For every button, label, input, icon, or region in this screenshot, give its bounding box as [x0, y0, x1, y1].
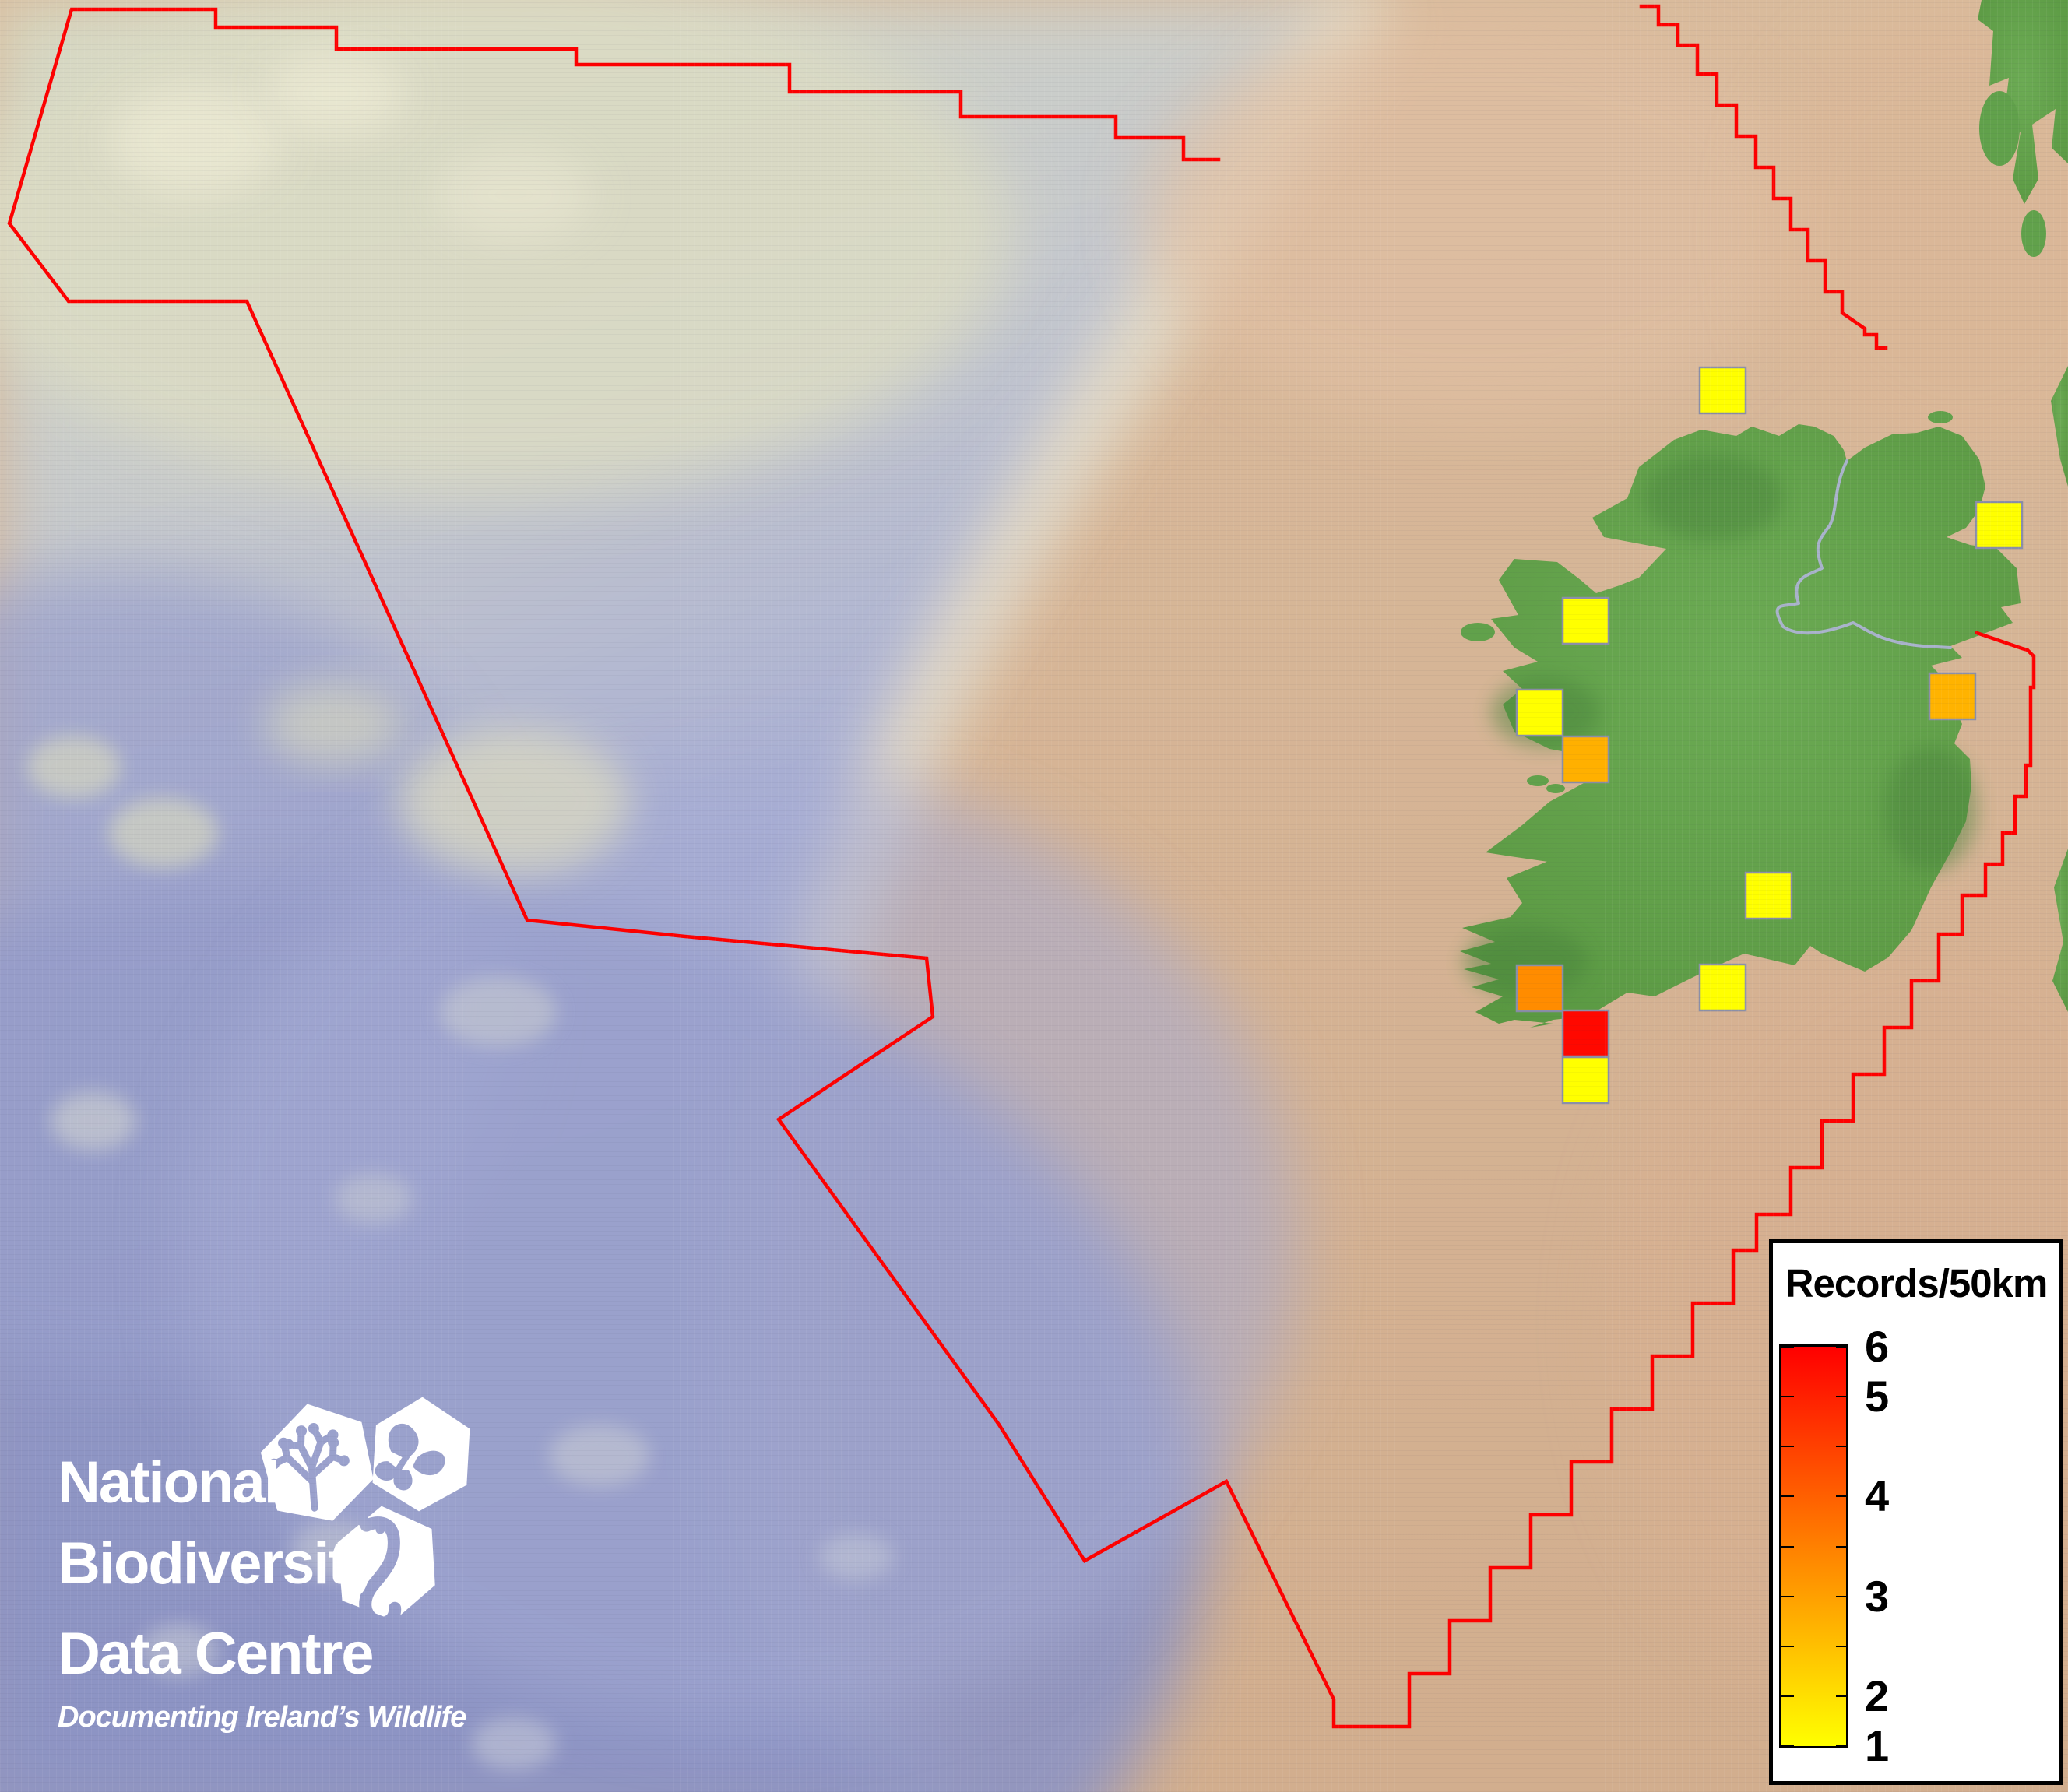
- logo-tagline: Documenting Ireland’s Wildlife: [58, 1701, 466, 1734]
- legend-tick-label: 3: [1865, 1571, 1890, 1621]
- legend-tick: [1836, 1595, 1848, 1597]
- shelf-high: [1145, 16, 1814, 420]
- kintyre-tip: [2021, 210, 2046, 257]
- achill-island: [1461, 623, 1495, 641]
- aran-island: [1546, 784, 1565, 793]
- legend-tick-label: 2: [1865, 1671, 1890, 1720]
- grid-cell-waterford-coast: [1744, 871, 1793, 920]
- legend-tick-label: 6: [1865, 1322, 1890, 1371]
- rathlin-island: [1928, 411, 1953, 423]
- wales-coast: [2052, 849, 2068, 1012]
- grid-cell-county-down: [1975, 501, 2024, 550]
- legend-tick: [1836, 1695, 1848, 1697]
- legend-title: Records/50km: [1785, 1261, 2049, 1305]
- legend-tick: [1836, 1495, 1848, 1498]
- grid-cell-kerry-dingle: [1515, 964, 1564, 1013]
- seamount: [265, 681, 405, 767]
- seamount: [819, 1534, 894, 1580]
- designated-area-boundary-west: [7, 7, 2036, 1729]
- seahorse-hexagon-icon: [337, 1506, 435, 1621]
- grid-cell-kenmare-bay: [1561, 1009, 1610, 1058]
- seamount: [471, 1717, 557, 1770]
- legend-tick: [1836, 1396, 1848, 1398]
- uplands: [1884, 747, 1978, 872]
- legend-tick: [1836, 1645, 1848, 1647]
- legend-tick: [1781, 1495, 1794, 1498]
- seamount: [549, 1425, 650, 1487]
- seamount: [440, 977, 557, 1047]
- seamount: [27, 736, 121, 798]
- designated-area-boundary: [7, 4, 2036, 1729]
- legend-tick: [1781, 1346, 1794, 1348]
- grid-cell-connemara: [1515, 688, 1564, 737]
- uplands: [1643, 455, 1783, 541]
- grid-cell-north-donegal: [1698, 366, 1747, 415]
- records-grid-layer: [1515, 366, 2024, 1105]
- legend-tick: [1836, 1545, 1848, 1548]
- seamount: [335, 1174, 413, 1224]
- scotland-landmass: [1978, 0, 2068, 204]
- grid-cell-cork-south: [1698, 963, 1747, 1012]
- legend-tick-label: 1: [1865, 1721, 1890, 1770]
- logo-line-data-centre: Data Centre: [58, 1621, 375, 1687]
- seamount: [140, 1624, 218, 1677]
- designated-area-boundary-northeast: [1639, 4, 1888, 350]
- grid-cell-galway-bay: [1561, 735, 1610, 784]
- ireland-landmass: [1460, 424, 2021, 1028]
- ni-border: [1775, 459, 1952, 649]
- legend-tick: [1781, 1745, 1794, 1747]
- legend-tick: [1781, 1595, 1794, 1597]
- logo-line-national: National: [58, 1449, 280, 1516]
- grid-cell-mayo-clew-bay: [1561, 596, 1610, 645]
- seamount: [109, 798, 218, 868]
- legend-tick: [1836, 1745, 1848, 1747]
- legend-tick: [1836, 1346, 1848, 1348]
- islay-island: [1979, 91, 2020, 166]
- legend-tick: [1836, 1446, 1848, 1448]
- seamount: [397, 728, 631, 876]
- aran-island: [1527, 775, 1549, 786]
- grid-cell-mizen-offshore: [1561, 1056, 1610, 1105]
- logo-line-biodiversity: Biodiversity: [58, 1530, 379, 1597]
- seabed-high: [265, 51, 405, 136]
- plant-hexagon-icon: [260, 1404, 374, 1521]
- butterfly-hexagon-icon: [372, 1397, 470, 1512]
- legend-tick: [1781, 1396, 1794, 1398]
- seabed-high: [109, 86, 280, 195]
- legend-tick-label: 5: [1865, 1372, 1890, 1421]
- galloway-coast: [2051, 366, 2068, 487]
- legend-tick-label: 4: [1865, 1471, 1890, 1521]
- legend-tick: [1781, 1446, 1794, 1448]
- seabed-high: [436, 148, 592, 241]
- legend-tick: [1781, 1545, 1794, 1548]
- legend-tick: [1781, 1645, 1794, 1647]
- logo-hexagons: [260, 1397, 470, 1621]
- seamount: [51, 1091, 136, 1151]
- legend-tick: [1781, 1695, 1794, 1697]
- nbdc-logo: National Biodiversity Data Centre Docume…: [55, 1374, 522, 1763]
- grid-cell-irish-sea-louth: [1928, 672, 1977, 721]
